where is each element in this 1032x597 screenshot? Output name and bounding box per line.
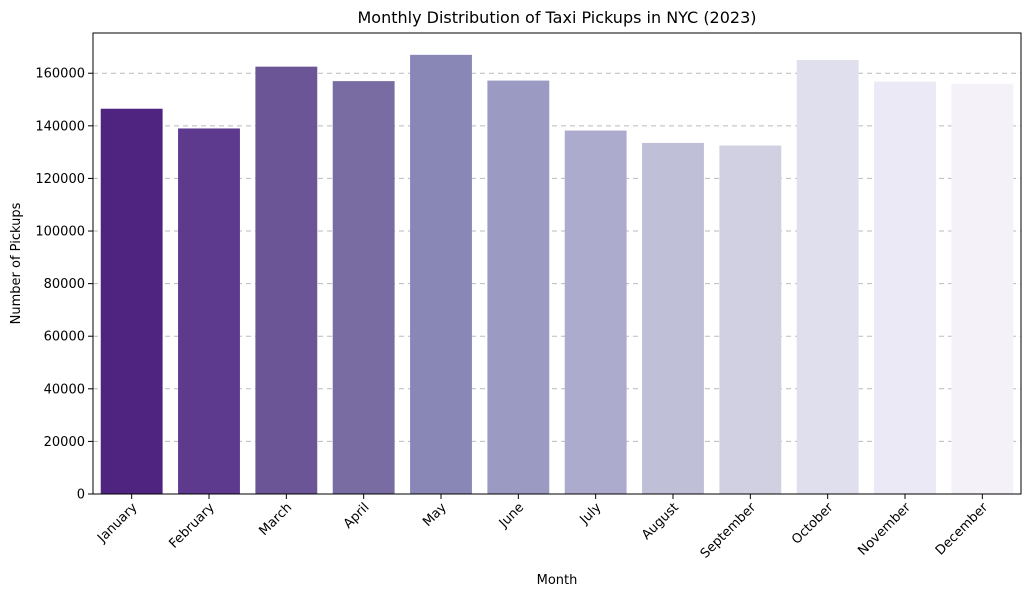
bar-may (410, 54, 472, 495)
bar-september (719, 145, 782, 494)
x-tick-label: March (257, 500, 296, 539)
y-tick-label: 140000 (35, 119, 85, 134)
y-tick-label: 120000 (35, 172, 85, 187)
x-tick-label: December (933, 500, 992, 559)
gridlines (93, 72, 1021, 442)
bar-july (564, 130, 627, 494)
x-tick-label: October (789, 500, 837, 548)
bar-january (100, 108, 163, 494)
bar-november (874, 81, 936, 495)
bar-february (178, 128, 240, 494)
x-axis-label: Month (537, 573, 578, 588)
x-tick-label: February (166, 500, 218, 552)
bar-april (332, 81, 395, 494)
bar-august (642, 142, 704, 495)
x-tick-label: August (639, 500, 682, 543)
y-tick-label: 0 (77, 488, 85, 503)
bars (100, 54, 1014, 495)
x-tick-label: July (577, 500, 605, 528)
x-tick-label: January (94, 500, 140, 546)
x-tick-label: April (341, 500, 373, 532)
bar-june (487, 80, 550, 495)
y-axis: 0 20000 40000 60000 80000 100000 120000 140000 1… (35, 67, 93, 503)
x-tick-label: November (855, 500, 914, 559)
chart-title: Monthly Distribution of Taxi Pickups in … (357, 8, 756, 27)
y-tick-label: 80000 (44, 277, 85, 292)
y-axis-label: Number of Pickups (9, 202, 24, 324)
x-axis: January February March April May June July Augu… (94, 494, 992, 562)
y-tick-label: 40000 (44, 382, 85, 397)
y-tick-label: 20000 (44, 435, 85, 450)
x-tick-label: May (420, 500, 450, 530)
x-tick-label: September (698, 500, 760, 562)
bar-october (796, 60, 859, 495)
bar-december (951, 83, 1014, 495)
y-tick-label: 100000 (35, 225, 85, 240)
y-tick-label: 60000 (44, 330, 85, 345)
bar-march (255, 66, 318, 494)
y-tick-label: 160000 (35, 67, 85, 82)
plot-frame (92, 32, 1022, 495)
x-tick-label: June (496, 500, 527, 531)
